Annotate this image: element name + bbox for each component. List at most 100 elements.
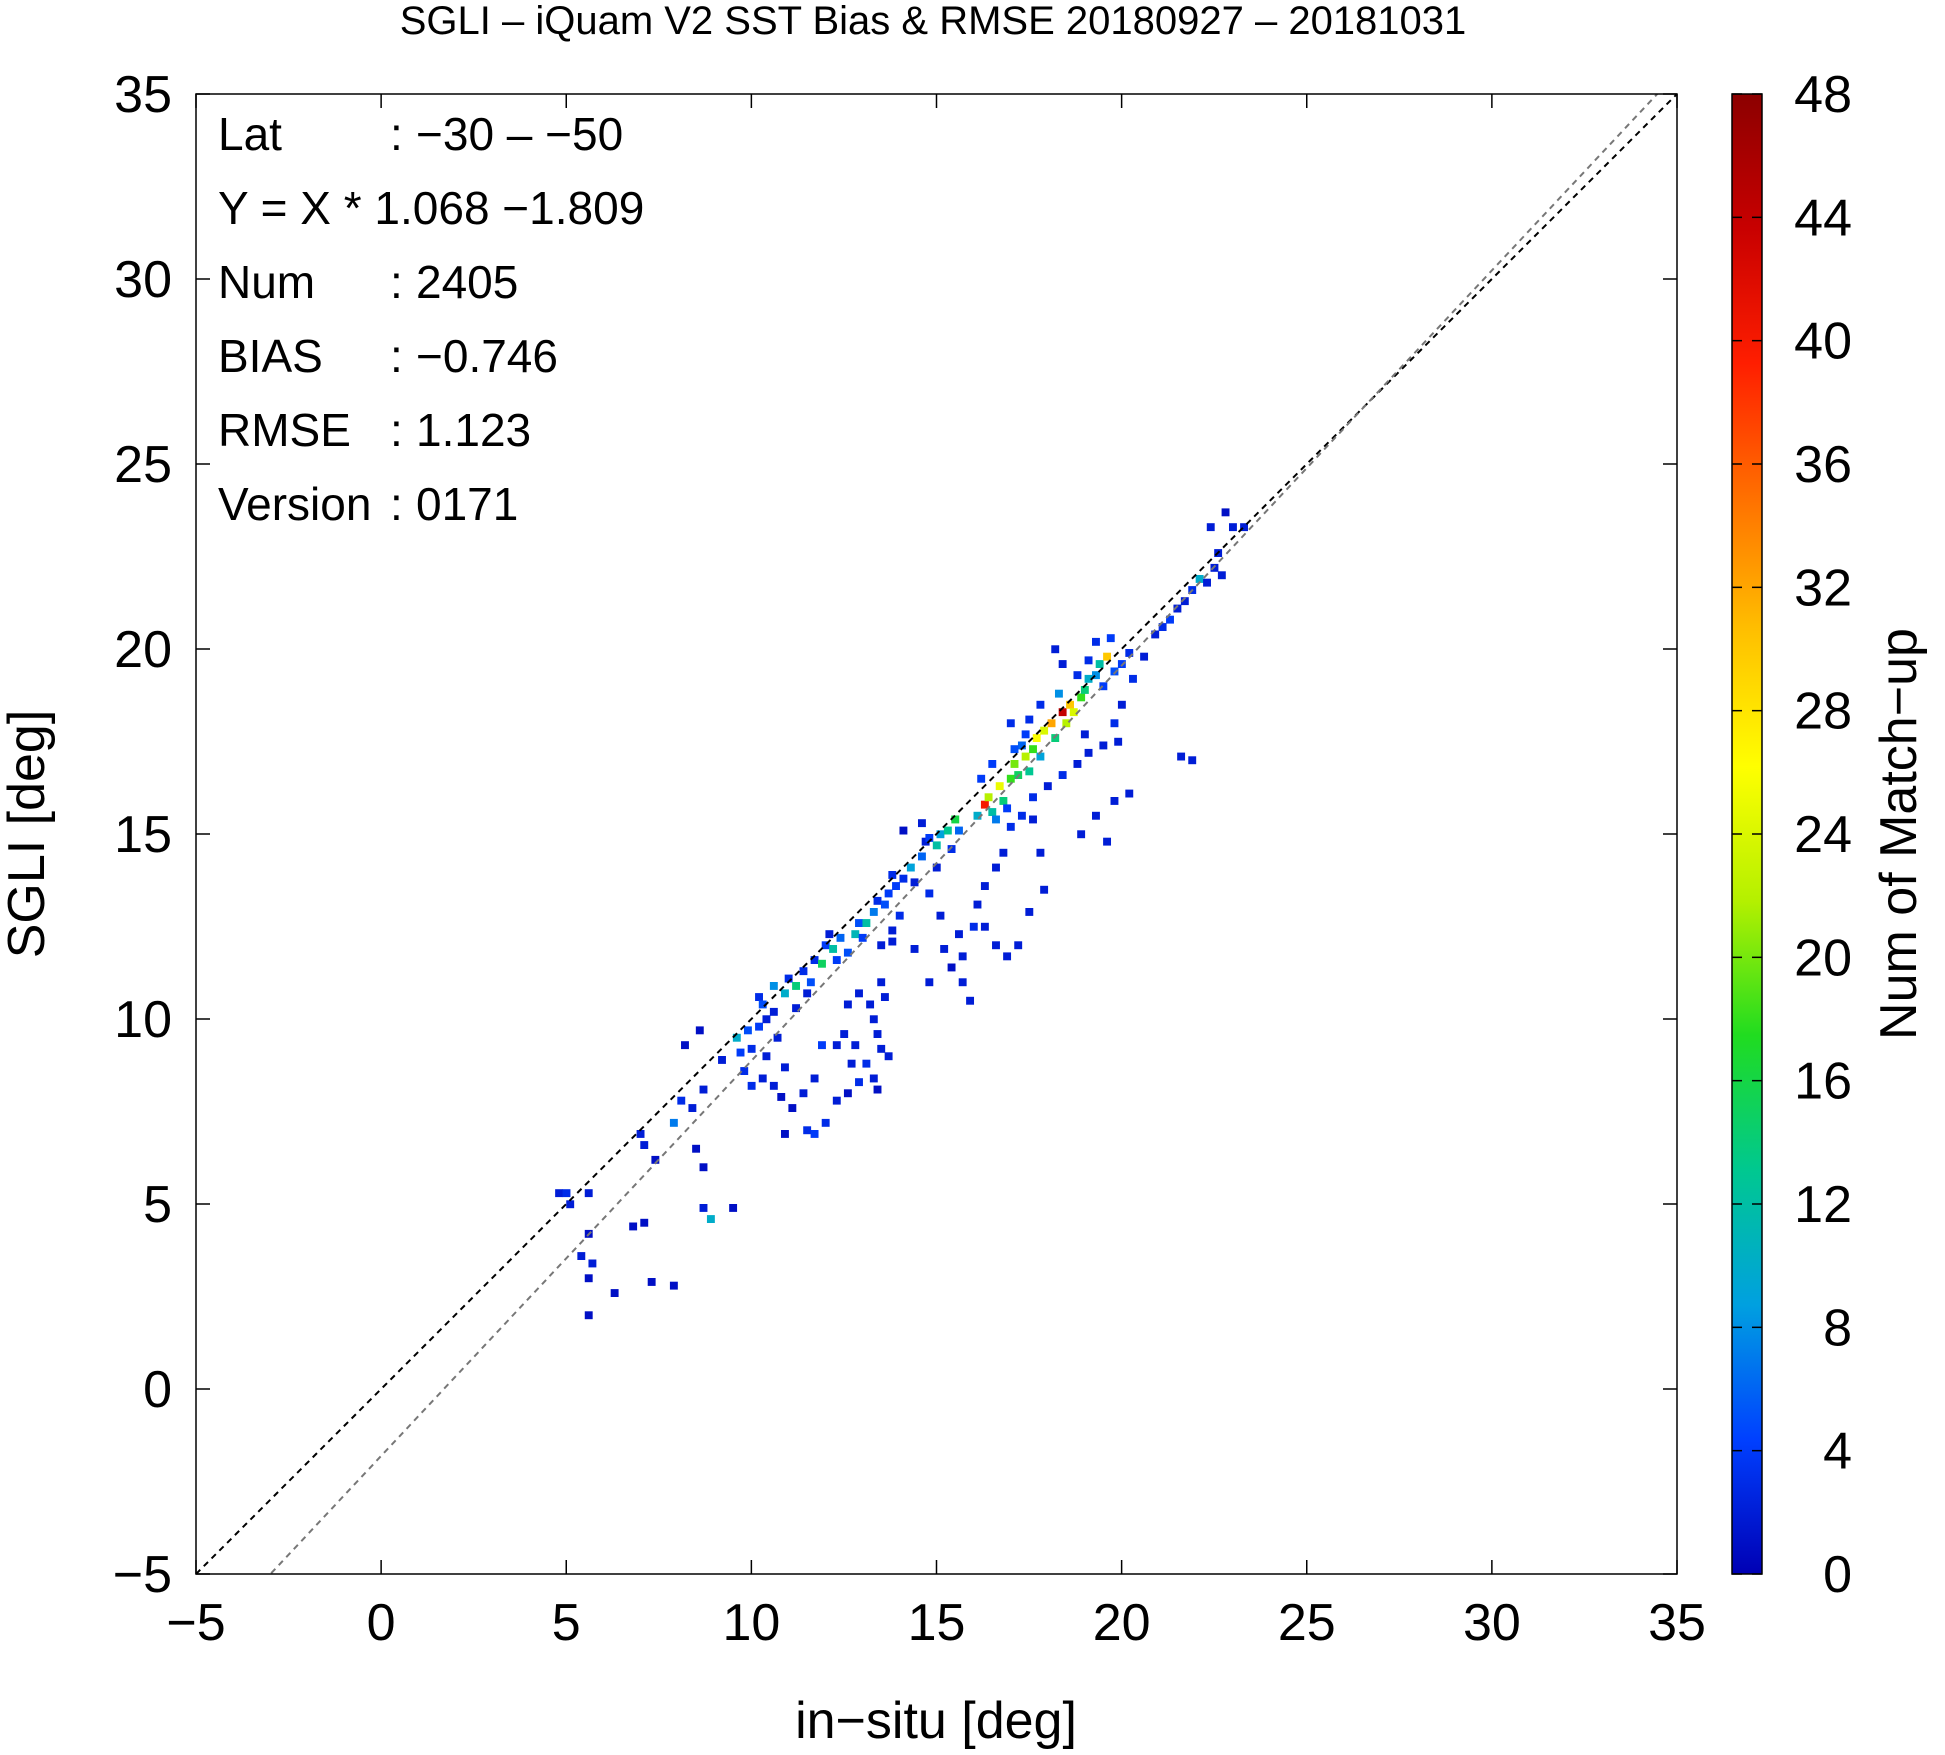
stats-value: 2405 [416,256,518,308]
heatmap-cell [873,896,882,905]
heatmap-cell [755,1022,763,1031]
heatmap-cell [1240,523,1249,532]
heatmap-cell [955,826,963,835]
heatmap-cell [669,1281,678,1290]
heatmap-cell [1003,952,1012,961]
heatmap-cell [880,993,889,1001]
y-tick-label: 0 [143,1361,172,1419]
heatmap-cell [899,874,908,883]
stats-key: BIAS [218,330,323,382]
heatmap-cell [1080,686,1089,694]
x-tick-label: 5 [552,1594,581,1652]
heatmap-cell [855,919,863,927]
heatmap-cell [969,922,978,931]
heatmap-cell [873,1085,882,1094]
heatmap-cell [1040,885,1049,894]
heatmap-cell [895,911,904,920]
y-tick-label: 10 [114,991,172,1049]
heatmap-cell [1110,667,1119,676]
heatmap-cell [743,1026,752,1035]
plot-frame [195,93,1678,1575]
colorbar-tick-label: 12 [1794,1176,1852,1234]
heatmap-cell [832,956,841,964]
stats-key: Y = X * 1.068 −1.809 [218,182,644,234]
y-tick-label: 35 [114,66,172,124]
heatmap-cell [1106,634,1115,643]
heatmap-cell [825,930,834,939]
heatmap-cell [862,919,871,927]
heatmap-cell [910,878,919,887]
heatmap-cell [862,1059,871,1068]
heatmap-cell [1017,741,1026,750]
y-tick-label: 30 [114,251,172,309]
heatmap-cell [1069,708,1078,717]
heatmap-cell [699,1204,708,1212]
heatmap-cell [992,863,1000,872]
x-tick-label: 25 [1278,1594,1336,1652]
colorbar-tick-label: 44 [1794,189,1852,247]
heatmap-cell [755,993,763,1001]
heatmap-cell [932,841,941,850]
heatmap-cell [836,933,845,942]
heatmap-cell [773,1033,782,1042]
heatmap-cell [888,926,897,935]
heatmap-cell [1228,523,1237,532]
heatmap-cell [1062,719,1071,728]
heatmap-cell [884,889,893,898]
heatmap-cell [1032,734,1041,742]
heatmap-cell [917,852,926,861]
heatmap-cell [1029,793,1037,802]
heatmap-cell [958,978,967,987]
colorbar-tick-label: 8 [1823,1299,1852,1357]
heatmap-cell [899,826,908,835]
x-axis-label: in−situ [deg] [795,1692,1077,1750]
heatmap-cell [973,811,982,820]
heatmap-cell [1021,752,1030,761]
heatmap-cell [732,1033,741,1042]
stats-value: −0.746 [416,330,558,382]
heatmap-cell [792,1004,801,1013]
heatmap-cell [1006,719,1015,728]
heatmap-cell [855,1078,863,1087]
heatmap-cell [873,1030,882,1038]
x-tick-labels: −5 0 5 10 15 20 25 30 35 [166,1594,1706,1652]
heatmap-cell [932,863,941,872]
heatmap-cell [1110,719,1119,728]
heatmap-cell [821,1118,830,1127]
colorbar-label: Num of Match−up [1870,628,1928,1040]
y-tick-label: −5 [113,1546,172,1604]
heatmap-cell [566,1200,575,1209]
heatmap-cell [681,1041,689,1050]
heatmap-cell [1047,719,1056,728]
heatmap-cell [818,959,826,968]
colorbar-tick-label: 20 [1794,929,1852,987]
heatmap-cell [917,819,926,828]
heatmap-cell [832,1041,841,1050]
heatmap-cell [821,941,830,950]
heatmap-cell [699,1163,708,1172]
heatmap-cell [1029,745,1037,754]
heatmap-cell [843,1089,852,1098]
heatmap-cell [810,1074,819,1083]
heatmap-cell [1092,671,1100,680]
stats-separator: : [390,478,403,530]
heatmap-cell [692,1144,701,1153]
heatmap-cell [847,1059,856,1068]
heatmap-cell [858,933,867,942]
heatmap-cell [977,774,986,783]
heatmap-cell [925,978,934,987]
y-tick-labels: −5 0 5 10 15 20 25 30 35 [113,66,172,1604]
heatmap-cell [584,1274,593,1283]
heatmap-cell [1066,700,1074,709]
heatmap-cell [966,996,975,1005]
heatmap-cell [788,1104,797,1112]
heatmap-cell [1166,615,1174,624]
heatmap-cell [947,845,956,853]
heatmap-cell [869,1074,878,1083]
heatmap-cell [988,808,997,816]
heatmap-cell [1017,811,1026,820]
stats-value: 1.123 [416,404,531,456]
heatmap-cell [829,945,838,953]
heatmap-cell [884,1052,893,1061]
